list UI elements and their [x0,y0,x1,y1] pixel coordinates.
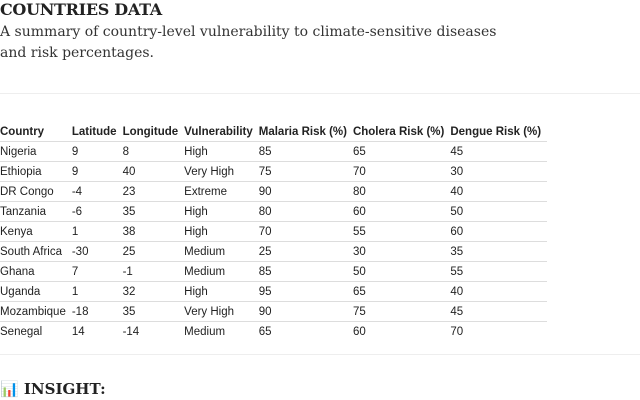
table-cell: Medium [184,261,259,282]
table-cell: -18 [71,301,123,322]
table-cell: 85 [258,141,353,162]
table-cell: 25 [258,241,353,262]
table-cell: 70 [352,161,451,182]
table-cell: -4 [71,181,123,202]
table-cell: 35 [122,301,185,322]
table-cell: Kenya [0,221,72,242]
table-cell: Extreme [184,181,259,202]
table-cell: High [184,141,259,162]
table-cell: 35 [450,241,548,262]
table-cell: 32 [122,281,185,302]
table-cell: -1 [122,261,185,282]
table-cell: 25 [122,241,185,262]
table-cell: 7 [71,261,123,282]
table-row: Nigeria 9 8 High 85 65 45 [0,141,548,162]
table-cell: 14 [71,321,123,341]
table-cell: 55 [450,261,548,282]
table-cell: 60 [352,201,451,222]
table-cell: 50 [450,201,548,222]
table-cell: 40 [450,281,548,302]
header-row: Country Latitude Longitude Vulnerability Mal… [0,122,547,142]
table-cell: 65 [352,281,451,302]
table-cell: 1 [71,221,123,242]
table-cell: Mozambique [0,301,72,322]
table-cell: 90 [258,301,353,322]
table-cell: High [184,201,259,222]
table-row: Tanzania -6 35 High 80 60 50 [0,201,548,222]
column-header: Malaria Risk (%) [258,125,347,138]
table-cell: 45 [450,301,548,322]
table-cell: 1 [71,281,123,302]
table-cell: 40 [122,161,185,182]
table-cell: Ghana [0,261,72,282]
table-cell: 70 [450,321,548,341]
divider [0,93,640,94]
table-cell: Nigeria [0,141,72,162]
table-cell: 80 [258,201,353,222]
table-cell: Medium [184,241,259,262]
table-cell: -6 [71,201,123,222]
table-row: Uganda 1 32 High 95 65 40 [0,281,548,302]
column-header: Vulnerability [184,125,253,138]
table-cell: High [184,221,259,242]
page-title: COUNTRIES DATA [0,0,162,19]
divider [0,354,640,355]
table-cell: Senegal [0,321,72,341]
column-header: Latitude [71,125,117,138]
table-cell: 23 [122,181,185,202]
table-cell: 8 [122,141,185,162]
table-cell: -30 [71,241,123,262]
table-row: Ghana 7 -1 Medium 85 50 55 [0,261,548,282]
table-cell: DR Congo [0,181,72,202]
column-header: Cholera Risk (%) [352,125,445,138]
table-cell: 60 [450,221,548,242]
table-cell: High [184,281,259,302]
table-cell: 70 [258,221,353,242]
table-body: Nigeria 9 8 High 85 65 45 Ethiopia 9 40 Very High 7… [0,141,548,341]
table-cell: Tanzania [0,201,72,222]
table-cell: 90 [258,181,353,202]
table-row: Senegal 14 -14 Medium 65 60 70 [0,321,548,341]
table-cell: Very High [184,301,259,322]
table-cell: Uganda [0,281,72,302]
table-cell: 30 [352,241,451,262]
table-row: Mozambique -18 35 Very High 90 75 45 [0,301,548,322]
table-cell: 85 [258,261,353,282]
table-cell: 65 [352,141,451,162]
table-cell: 75 [258,161,353,182]
table-cell: 38 [122,221,185,242]
insight-title: 📊 INSIGHT: [0,380,106,398]
table-cell: Very High [184,161,259,182]
table-cell: 60 [352,321,451,341]
table-cell: 9 [71,141,123,162]
table-cell: -14 [122,321,185,341]
table-cell: Ethiopia [0,161,72,182]
table-cell: 9 [71,161,123,182]
column-header: Dengue Risk (%) [450,125,542,138]
table-cell: 65 [258,321,353,341]
table-cell: 35 [122,201,185,222]
table-row: South Africa -30 25 Medium 25 30 35 [0,241,548,262]
table-cell: Medium [184,321,259,341]
table-row: Kenya 1 38 High 70 55 60 [0,221,548,242]
table-cell: 40 [450,181,548,202]
table-cell: 55 [352,221,451,242]
table-cell: 80 [352,181,451,202]
table-cell: 95 [258,281,353,302]
table-row: Ethiopia 9 40 Very High 75 70 30 [0,161,548,182]
table-cell: 30 [450,161,548,182]
page-subtitle: A summary of country-level vulnerability… [0,24,497,61]
table-row: DR Congo -4 23 Extreme 90 80 40 [0,181,548,202]
table-cell: 50 [352,261,451,282]
column-header: Country [0,125,45,138]
table-cell: South Africa [0,241,72,262]
table-cell: 45 [450,141,548,162]
column-header: Longitude [122,125,179,138]
table-cell: 75 [352,301,451,322]
data-table: Country Latitude Longitude Vulnerability Mal… [0,122,548,341]
